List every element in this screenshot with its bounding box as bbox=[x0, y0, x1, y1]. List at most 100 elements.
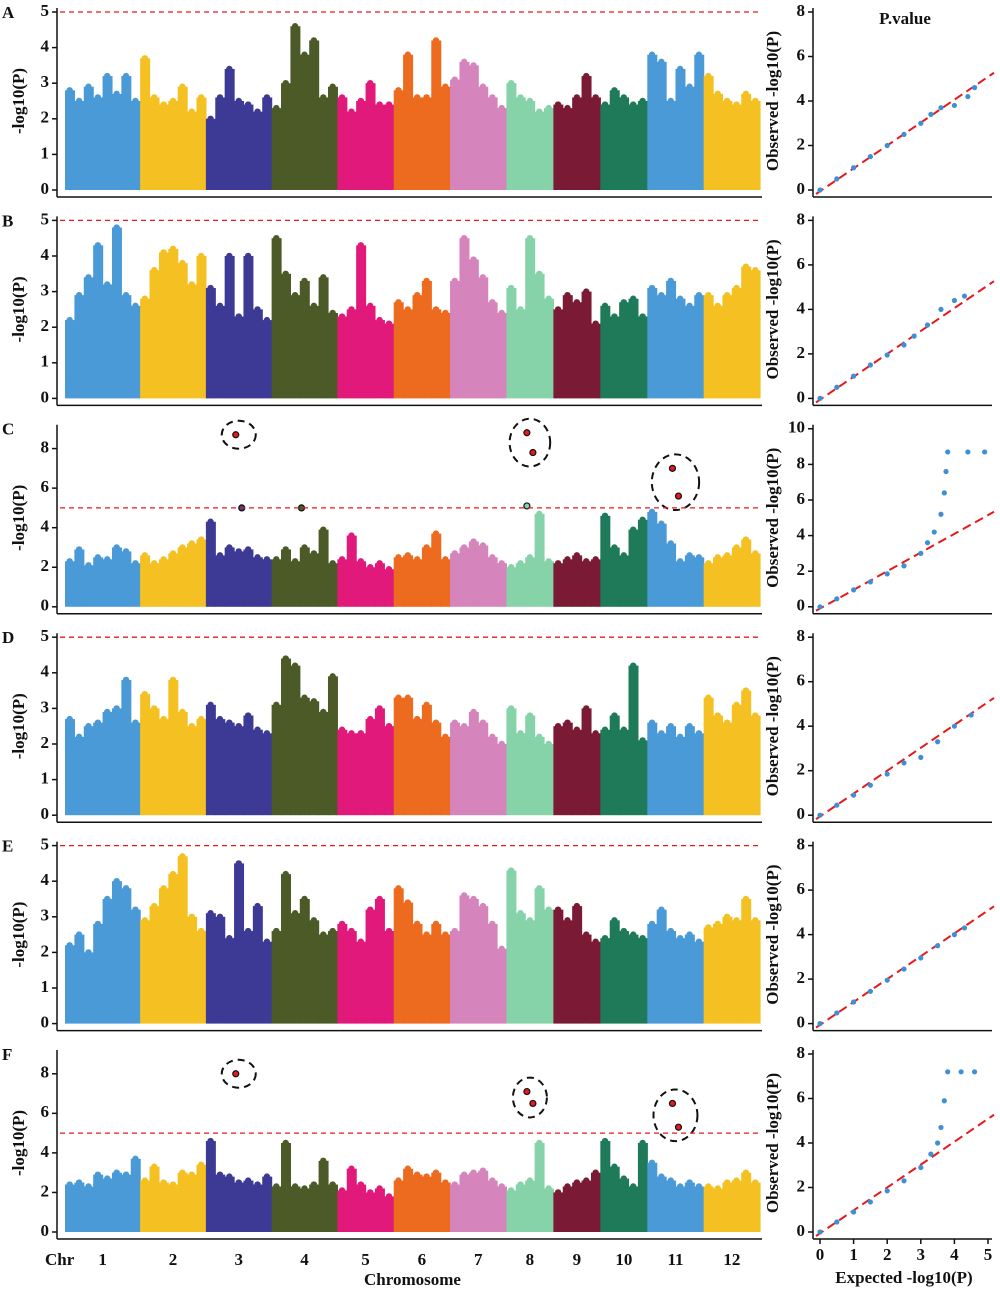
qq-y-axis-label: Observed -log10(P) bbox=[763, 1073, 782, 1213]
snp-column bbox=[675, 938, 686, 1024]
peak-point bbox=[573, 299, 581, 306]
snp-column bbox=[581, 561, 592, 607]
qq-point bbox=[938, 306, 944, 312]
snp-column bbox=[187, 284, 198, 399]
qq-point bbox=[867, 1199, 874, 1205]
snp-column bbox=[346, 931, 357, 1024]
peak-point bbox=[66, 715, 73, 723]
snp-column bbox=[327, 676, 338, 816]
qq-point bbox=[918, 955, 924, 961]
chromosome-label: 11 bbox=[667, 1250, 683, 1269]
snp-column bbox=[215, 305, 226, 399]
snp-column bbox=[637, 740, 648, 816]
peak-point bbox=[479, 274, 487, 281]
peak-point bbox=[545, 295, 552, 302]
snp-column bbox=[271, 704, 282, 816]
snp-column bbox=[656, 909, 667, 1024]
peak-point bbox=[216, 913, 224, 920]
qq-point bbox=[918, 120, 924, 126]
snp-column bbox=[177, 547, 188, 607]
peak-point bbox=[498, 1183, 505, 1190]
snp-column bbox=[290, 913, 301, 1024]
peak-point bbox=[301, 51, 308, 58]
panel-label: C bbox=[2, 420, 14, 439]
snp-column bbox=[478, 86, 489, 190]
qq-x-tick-label: 5 bbox=[984, 1245, 993, 1264]
peak-point bbox=[676, 295, 684, 302]
snp-column bbox=[337, 316, 348, 399]
peak-point bbox=[630, 662, 637, 669]
snp-column bbox=[93, 1174, 104, 1232]
snp-column bbox=[731, 104, 742, 190]
snp-column bbox=[609, 1166, 620, 1232]
qq-point bbox=[834, 176, 840, 182]
snp-column bbox=[356, 561, 367, 607]
peak-point bbox=[498, 560, 505, 567]
peak-point bbox=[188, 723, 195, 730]
snp-column bbox=[600, 515, 611, 607]
peak-point bbox=[742, 536, 750, 543]
snp-column bbox=[281, 83, 292, 190]
snp-column bbox=[572, 555, 583, 607]
snp-column bbox=[562, 108, 573, 190]
snp-column bbox=[750, 715, 761, 816]
snp-column bbox=[553, 726, 564, 816]
qq-point bbox=[901, 966, 907, 972]
peak-point bbox=[583, 558, 590, 565]
snp-column bbox=[506, 83, 517, 190]
peak-point bbox=[507, 1187, 515, 1194]
peak-point bbox=[564, 291, 571, 299]
significant-snp bbox=[523, 429, 531, 437]
peak-point bbox=[413, 94, 421, 101]
peak-point bbox=[667, 927, 674, 935]
snp-column bbox=[327, 86, 338, 190]
snp-column bbox=[525, 1180, 536, 1232]
snp-column bbox=[487, 97, 498, 190]
snp-column bbox=[130, 563, 141, 607]
snp-column bbox=[562, 920, 573, 1024]
y-tick-label: 2 bbox=[41, 733, 50, 752]
qq-point bbox=[918, 550, 924, 557]
snp-column bbox=[187, 1174, 198, 1232]
peak-point bbox=[507, 564, 515, 571]
snp-column bbox=[102, 284, 113, 399]
peak-point bbox=[179, 1169, 186, 1176]
peak-point bbox=[545, 1185, 552, 1192]
peak-point bbox=[85, 274, 92, 281]
snp-column bbox=[271, 1186, 282, 1232]
peak-point bbox=[536, 1139, 543, 1147]
snp-column bbox=[600, 729, 611, 816]
snp-column bbox=[215, 916, 226, 1024]
snp-column bbox=[299, 899, 310, 1024]
hit-circle bbox=[220, 1058, 257, 1089]
snp-column bbox=[252, 557, 263, 607]
y-tick-label: 5 bbox=[41, 1, 50, 20]
qq-point bbox=[851, 165, 857, 171]
snp-column bbox=[281, 874, 292, 1024]
qq-y-tick-label: 6 bbox=[797, 45, 806, 64]
peak-point bbox=[273, 104, 280, 112]
panel-label: E bbox=[2, 837, 13, 856]
peak-point bbox=[611, 917, 618, 924]
peak-point bbox=[273, 1183, 280, 1190]
peak-point bbox=[658, 291, 665, 299]
qq-y-tick-label: 4 bbox=[797, 298, 806, 317]
snp-column bbox=[684, 86, 695, 190]
snp-column bbox=[656, 1176, 667, 1232]
snp-column bbox=[590, 1172, 601, 1232]
snp-column bbox=[187, 543, 198, 607]
peak-point bbox=[310, 302, 318, 310]
qq-y-tick-label: 8 bbox=[797, 1043, 806, 1062]
y-tick-label: 4 bbox=[41, 517, 50, 536]
peak-point bbox=[310, 917, 318, 924]
snp-column bbox=[572, 729, 583, 816]
snp-column bbox=[459, 61, 470, 191]
peak-point bbox=[113, 90, 120, 98]
qq-title: P.value bbox=[879, 9, 931, 28]
significant-snp bbox=[674, 492, 683, 500]
peak-point bbox=[742, 895, 750, 903]
peak-point bbox=[385, 927, 393, 935]
snp-column bbox=[224, 547, 235, 607]
peak-point bbox=[310, 1181, 318, 1188]
snp-column bbox=[572, 906, 583, 1024]
